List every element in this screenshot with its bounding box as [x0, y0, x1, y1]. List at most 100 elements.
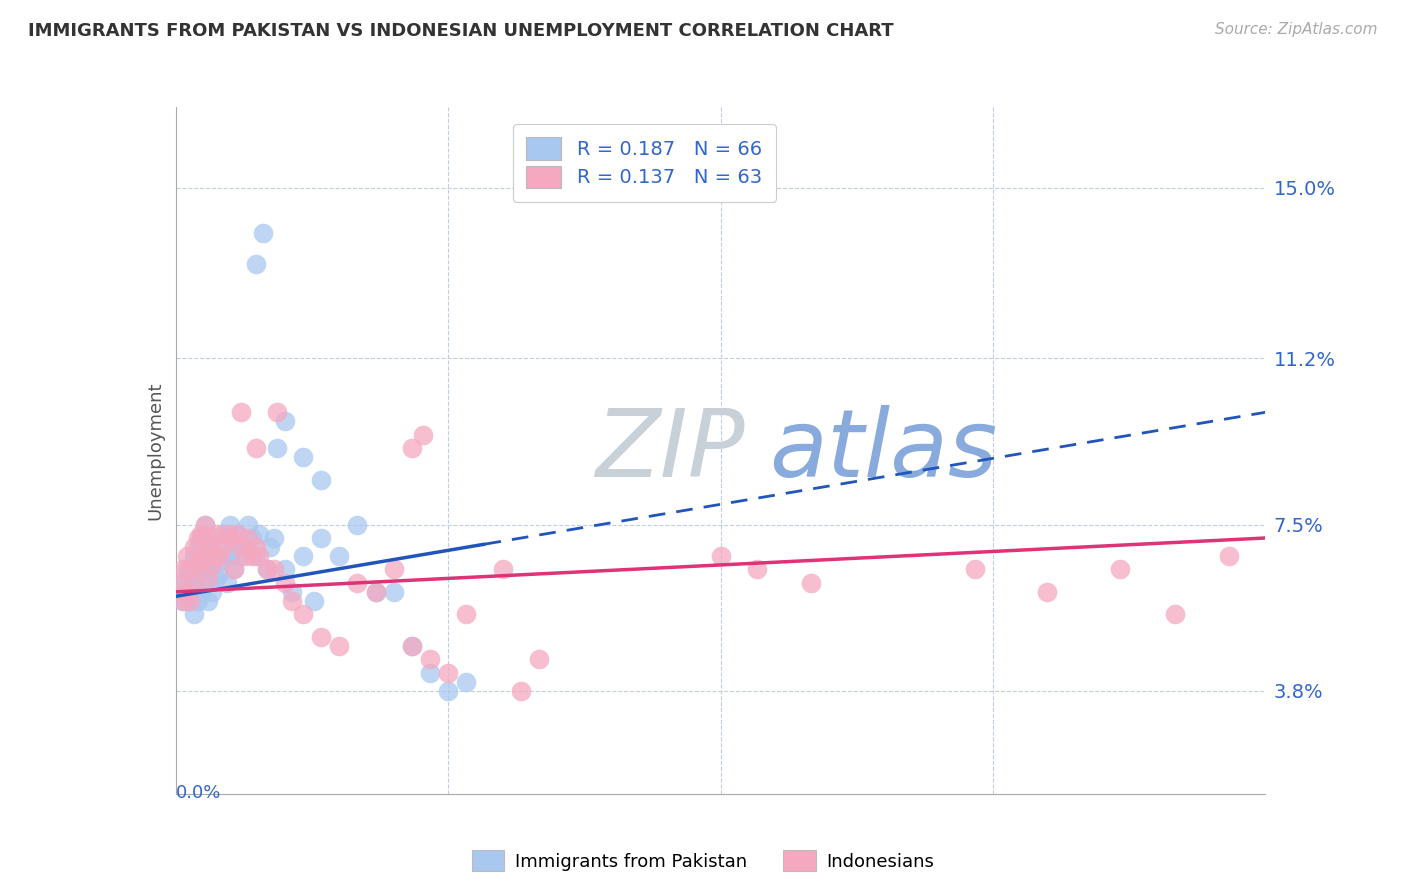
- Point: [194, 517, 217, 532]
- Point: [401, 639, 423, 653]
- Point: [179, 594, 201, 608]
- Point: [527, 652, 550, 666]
- Point: [208, 540, 231, 554]
- Text: atlas: atlas: [769, 405, 998, 496]
- Point: [204, 549, 226, 563]
- Point: [245, 540, 267, 554]
- Point: [266, 441, 288, 455]
- Point: [274, 575, 297, 590]
- Point: [256, 562, 278, 576]
- Point: [194, 549, 217, 563]
- Point: [346, 517, 368, 532]
- Point: [190, 553, 212, 567]
- Point: [212, 553, 235, 567]
- Point: [309, 473, 332, 487]
- Point: [252, 226, 274, 240]
- Point: [245, 441, 267, 455]
- Point: [215, 526, 238, 541]
- Point: [215, 549, 238, 563]
- Point: [172, 594, 194, 608]
- Point: [186, 594, 209, 608]
- Point: [238, 531, 260, 545]
- Point: [263, 531, 285, 545]
- Point: [176, 562, 198, 576]
- Point: [190, 526, 212, 541]
- Point: [201, 558, 224, 572]
- Point: [1036, 585, 1059, 599]
- Point: [169, 575, 191, 590]
- Point: [197, 594, 219, 608]
- Text: Source: ZipAtlas.com: Source: ZipAtlas.com: [1215, 22, 1378, 37]
- Point: [231, 405, 253, 419]
- Point: [291, 450, 314, 465]
- Point: [190, 558, 212, 572]
- Text: 0.0%: 0.0%: [176, 783, 221, 802]
- Point: [183, 575, 205, 590]
- Point: [197, 540, 219, 554]
- Point: [1109, 562, 1132, 576]
- Point: [183, 540, 205, 554]
- Point: [201, 558, 224, 572]
- Point: [266, 405, 288, 419]
- Point: [183, 607, 205, 622]
- Point: [309, 531, 332, 545]
- Point: [382, 562, 405, 576]
- Point: [212, 526, 235, 541]
- Point: [233, 549, 256, 563]
- Point: [186, 566, 209, 581]
- Point: [226, 526, 249, 541]
- Point: [412, 427, 434, 442]
- Point: [245, 257, 267, 271]
- Point: [197, 562, 219, 576]
- Point: [186, 558, 209, 572]
- Point: [401, 441, 423, 455]
- Point: [219, 549, 242, 563]
- Point: [346, 575, 368, 590]
- Point: [291, 607, 314, 622]
- Point: [231, 540, 253, 554]
- Point: [274, 414, 297, 428]
- Point: [419, 665, 441, 680]
- Point: [222, 562, 245, 576]
- Point: [263, 562, 285, 576]
- Point: [382, 585, 405, 599]
- Point: [208, 549, 231, 563]
- Point: [226, 526, 249, 541]
- Point: [328, 639, 350, 653]
- Point: [240, 549, 263, 563]
- Point: [176, 549, 198, 563]
- Point: [176, 585, 198, 599]
- Point: [456, 674, 478, 689]
- Point: [219, 531, 242, 545]
- Point: [179, 562, 201, 576]
- Point: [194, 549, 217, 563]
- Point: [291, 549, 314, 563]
- Legend: Immigrants from Pakistan, Indonesians: Immigrants from Pakistan, Indonesians: [464, 843, 942, 879]
- Point: [364, 585, 387, 599]
- Legend: R = 0.187   N = 66, R = 0.137   N = 63: R = 0.187 N = 66, R = 0.137 N = 63: [513, 124, 776, 202]
- Point: [201, 531, 224, 545]
- Point: [204, 549, 226, 563]
- Point: [302, 594, 325, 608]
- Point: [183, 575, 205, 590]
- Point: [190, 585, 212, 599]
- Point: [401, 639, 423, 653]
- Text: ZIP: ZIP: [595, 405, 745, 496]
- Point: [222, 562, 245, 576]
- Point: [256, 562, 278, 576]
- Point: [212, 540, 235, 554]
- Point: [800, 575, 823, 590]
- Point: [222, 540, 245, 554]
- Point: [509, 683, 531, 698]
- Point: [201, 531, 224, 545]
- Point: [259, 540, 281, 554]
- Point: [328, 549, 350, 563]
- Point: [437, 683, 460, 698]
- Point: [247, 526, 270, 541]
- Point: [240, 531, 263, 545]
- Point: [309, 630, 332, 644]
- Point: [219, 517, 242, 532]
- Point: [233, 540, 256, 554]
- Point: [364, 585, 387, 599]
- Point: [197, 571, 219, 585]
